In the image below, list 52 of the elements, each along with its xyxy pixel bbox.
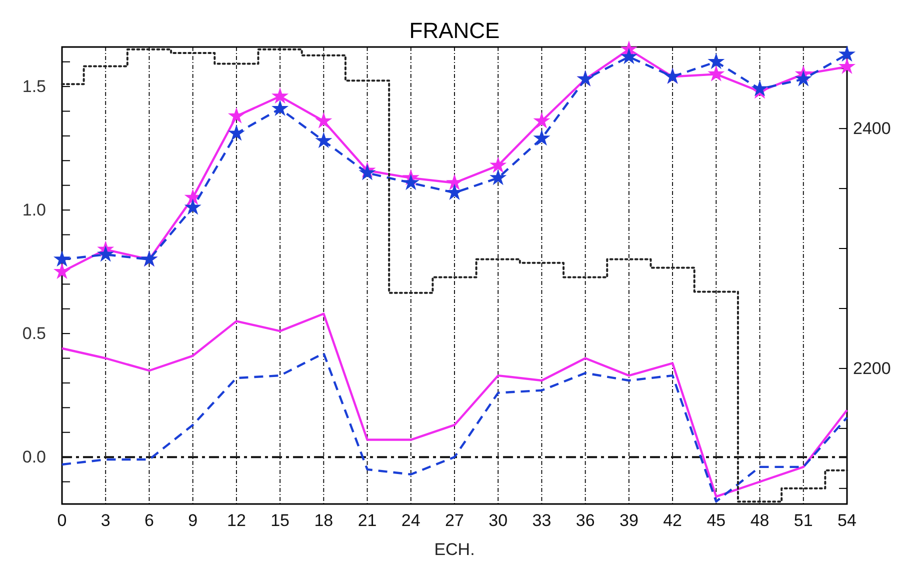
point (184, 198, 202, 215)
y2-tick-label: 2200 (853, 358, 891, 378)
point (838, 58, 856, 74)
point (228, 107, 245, 124)
x-tick-label: 6 (144, 511, 154, 530)
x-tick-label: 30 (488, 511, 508, 530)
x-tick-label: 27 (445, 511, 464, 530)
y-tick-label: 0.5 (22, 324, 46, 343)
point (272, 87, 289, 104)
x-tick-label: 54 (838, 511, 856, 530)
x-tick-label: 33 (532, 511, 552, 530)
line-series (60, 312, 848, 498)
x-tick-label: 48 (750, 511, 770, 530)
y-tick-label: 1.5 (22, 76, 46, 96)
x-tick-label: 0 (57, 511, 67, 530)
y2-tick-label: 2400 (853, 119, 891, 138)
x-tick-label: 15 (270, 511, 290, 530)
line-series (60, 352, 848, 503)
x-tick-label: 39 (619, 511, 638, 530)
point (838, 45, 856, 62)
y-tick-label: 0.0 (22, 448, 46, 467)
x-tick-label: 18 (314, 511, 334, 530)
point (490, 168, 507, 186)
point (53, 262, 71, 280)
point (490, 156, 507, 173)
point (708, 65, 725, 82)
y-tick-label: 1.0 (22, 200, 46, 220)
point (533, 129, 550, 146)
point (620, 48, 638, 64)
point (533, 112, 550, 128)
x-tick-label: 36 (576, 511, 595, 530)
point (446, 174, 464, 190)
x-axis-title: ECH. (434, 540, 475, 559)
x-tick-label: 45 (706, 511, 726, 530)
x-tick-label: 9 (188, 511, 198, 530)
point (184, 188, 202, 205)
point (228, 124, 245, 141)
chart-title: FRANCE (409, 18, 500, 43)
x-tick-label: 21 (358, 511, 377, 530)
x-tick-label: 51 (794, 511, 813, 530)
point (794, 70, 812, 86)
x-tick-label: 12 (226, 511, 246, 530)
x-tick-label: 42 (663, 511, 682, 530)
point (315, 132, 332, 148)
point (708, 52, 725, 70)
point (315, 112, 332, 128)
x-tick-label: 3 (100, 511, 110, 530)
point (97, 246, 114, 262)
point (53, 250, 71, 267)
point (402, 174, 420, 190)
x-tick-label: 24 (401, 511, 420, 530)
point (272, 100, 289, 116)
